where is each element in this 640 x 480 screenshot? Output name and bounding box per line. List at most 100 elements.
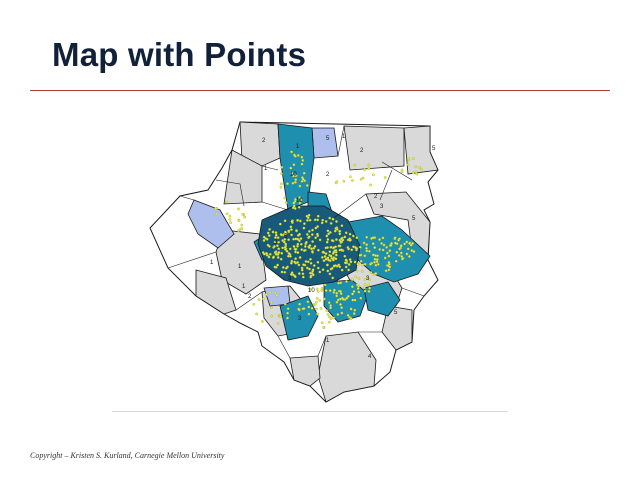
map-point [308,287,312,291]
map-point [298,232,301,236]
map-point [290,150,293,154]
map-point [388,249,392,253]
map-point [296,261,299,264]
region-label: 3 [298,316,302,322]
map-point [354,275,358,279]
map-point [361,263,365,267]
map-point [296,251,300,254]
map-point [329,222,333,225]
map-point [405,252,409,256]
map-point [297,263,301,267]
map-point [333,249,337,253]
map-point [321,218,325,222]
map-point [315,296,319,300]
map-point [298,239,301,243]
map-point [339,240,343,243]
map-point [310,306,314,310]
map-point [293,207,297,210]
map-point [291,181,295,185]
map-point [367,167,371,171]
map-point [308,230,311,233]
map-point [328,250,332,254]
region-label: 3 [380,204,384,210]
map-point [310,233,314,236]
map-point [318,298,322,302]
map-point [406,157,410,160]
map-point [306,300,310,304]
map-point [283,238,287,241]
map-point [303,222,306,226]
map-point [311,240,314,243]
map-point [319,307,323,310]
map-point [294,180,297,184]
map-point [296,219,299,222]
map-point [357,277,361,280]
map-point [294,174,297,178]
map-point [349,175,352,179]
map-point [397,254,401,257]
map-point [275,293,279,297]
map-point [289,254,292,258]
map-point [352,234,355,238]
map-point [290,220,294,223]
map-point [268,252,272,256]
map-point [328,315,331,319]
map-point [366,275,369,279]
map-point [336,313,340,316]
map-point [300,179,304,183]
map-point [336,298,340,302]
map-point [311,228,314,232]
region-label: 2 [326,172,330,178]
map-point [420,167,423,171]
map-point [355,283,359,287]
map-point [289,225,293,229]
map-point [320,256,324,259]
choropleth-map: 2 1 5 2 5 1 10 2 2 10 3 5 1 3 10 1 2 3 1 4 5 1 5 1 3 3 [112,110,512,412]
map-point [353,308,357,312]
map-point [215,212,218,216]
region-label: 1 [326,338,330,344]
map-point [365,235,369,239]
map-point [412,250,416,253]
map-point [300,162,304,166]
map-point [299,237,303,240]
map-point [313,218,317,222]
map-point [279,314,282,318]
map-point [378,238,381,241]
tract-boundary [167,195,217,269]
map-point [312,264,316,267]
map-point [267,234,271,237]
map-point [369,262,372,266]
map-point [374,263,378,267]
map-point [332,316,336,320]
map-point [350,248,354,252]
map-point [362,241,366,245]
map-point [343,235,347,239]
map-point [301,275,305,279]
region-label: 2 [248,294,252,300]
map-point [324,252,328,255]
map-point [305,240,308,244]
map-point [380,242,383,245]
map-point [276,263,279,267]
map-point [348,258,352,261]
map-point [309,275,313,279]
map-point [367,163,371,167]
region-label: 1 [264,166,268,172]
map-point [297,205,301,209]
map-point [305,233,309,236]
map-point [307,235,311,239]
map-point [411,171,415,175]
map-point [308,244,312,247]
map-point [280,182,283,186]
map-point [294,248,297,251]
map-point [240,223,244,227]
map-point [299,242,303,246]
region-label: 1 [296,144,300,150]
map-point [333,288,336,292]
map-point [352,290,356,293]
map-point [310,247,313,251]
title-divider [30,90,610,91]
gray-tract [239,121,281,167]
map-point [338,229,342,233]
